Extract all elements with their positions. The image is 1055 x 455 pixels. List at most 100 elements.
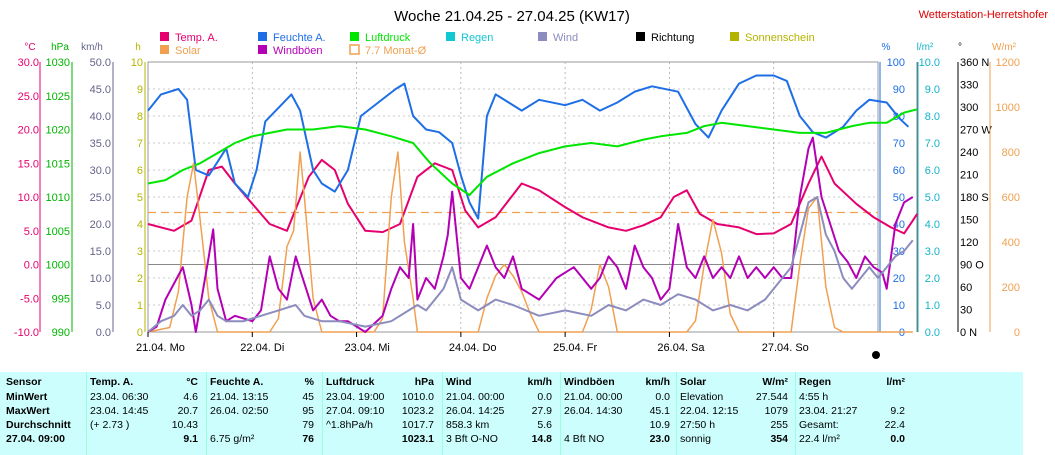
axis-ticks: 30.025.020.015.010.05.00.0-5.0-10.010301…	[14, 57, 1020, 339]
unit-label-dir: °	[958, 42, 962, 53]
legend-swatch	[350, 32, 359, 41]
tick-label-sun: 8	[137, 111, 143, 123]
tick-label-solar: 0	[1014, 327, 1020, 339]
tick-label-wind: 30.0	[90, 165, 111, 177]
tick-label-hum: 20	[893, 273, 905, 285]
tick-label-temp: 25.0	[18, 91, 39, 103]
table-cell-value: 9.1	[183, 433, 198, 445]
tick-label-dir: 270 W	[960, 125, 992, 137]
tick-label-solar: 800	[1002, 147, 1020, 159]
x-label: 21.04. Mo	[136, 342, 185, 354]
legend: Temp. A. Feuchte A. Luftdruck Regen Wind Rich…	[160, 32, 815, 57]
legend-swatch	[160, 45, 169, 54]
table-column-separator	[442, 372, 443, 455]
table-cell-value: 79	[302, 419, 314, 431]
table-header: Temp. A.	[90, 376, 134, 388]
tick-label-temp: -5.0	[20, 293, 39, 305]
table-cell-value: 5.6	[537, 419, 552, 431]
tick-label-temp: 30.0	[18, 57, 39, 69]
table-cell-label: 3 Bft O-NO	[446, 433, 498, 445]
table-cell-label: Elevation	[680, 391, 724, 403]
table-cell-value: 0.0	[890, 433, 905, 445]
tick-label-sun: 0	[137, 327, 143, 339]
tick-label-sun: 3	[137, 246, 143, 258]
tick-label-hum: 70	[893, 138, 905, 150]
table-unit: °C	[186, 376, 198, 388]
x-axis-labels: 21.04. Mo 22.04. Di 23.04. Mi 24.04. Do 25.0…	[136, 332, 880, 359]
tick-label-wind: 10.0	[90, 273, 111, 285]
table-unit: l/m²	[886, 376, 905, 388]
legend-label: Regen	[461, 32, 493, 44]
table-cell-value: 1023.1	[401, 433, 434, 445]
tick-label-wind: 25.0	[90, 192, 111, 204]
tick-label-sun: 7	[137, 138, 143, 150]
tick-label-press: 1000	[46, 260, 70, 272]
tick-label-dir: 90 O	[960, 260, 984, 272]
tick-label-rain: 0.0	[925, 327, 940, 339]
table-cell-value: 0.0	[655, 391, 670, 403]
table-cell-value: 27.9	[531, 405, 552, 417]
table-cell-label: 858.3 km	[446, 419, 490, 431]
tick-label-press: 995	[52, 293, 70, 305]
x-label: 23.04. Mi	[345, 342, 390, 354]
table-header: Solar	[680, 376, 707, 388]
table-cell-label: 21.04. 00:00	[564, 391, 623, 403]
x-label: 27.04. So	[762, 342, 809, 354]
table-cell-value: 23.0	[649, 433, 670, 445]
table-header: Sensor	[6, 376, 42, 388]
tick-label-dir: 0 N	[960, 327, 977, 339]
tick-label-hum: 100	[887, 57, 905, 69]
table-cell-value: 1010.0	[401, 391, 434, 403]
table-cell-label: sonnig	[680, 433, 711, 445]
tick-label-rain: 10.0	[919, 57, 940, 69]
chart-title: Woche 21.04.25 - 27.04.25 (KW17)	[394, 8, 630, 25]
tick-label-dir: 210	[960, 170, 978, 182]
table-column-separator	[676, 372, 677, 455]
tick-label-sun: 9	[137, 84, 143, 96]
unit-label-press: hPa	[51, 42, 69, 53]
tick-label-solar: 1200	[996, 57, 1020, 69]
tick-label-wind: 15.0	[90, 246, 111, 258]
table-cell-value: 27.544	[755, 391, 788, 403]
tick-label-dir: 150	[960, 215, 978, 227]
table-row-label: MaxWert	[6, 405, 50, 417]
tick-label-press: 1025	[46, 91, 70, 103]
tick-label-dir: 120	[960, 237, 978, 249]
table-cell-value: 45	[302, 391, 314, 403]
tick-label-press: 1015	[46, 158, 70, 170]
legend-swatch	[446, 32, 455, 41]
legend-swatch	[258, 32, 267, 41]
tick-label-temp: 20.0	[18, 125, 39, 137]
tick-label-sun: 5	[137, 192, 143, 204]
tick-label-rain: 7.0	[925, 138, 940, 150]
table-cell-label: 27:50 h	[680, 419, 716, 431]
table-column-separator	[795, 372, 796, 455]
series-temp-a-	[147, 155, 918, 236]
table-header: Wind	[446, 376, 472, 388]
tick-label-wind: 50.0	[90, 57, 111, 69]
series-solar	[147, 151, 913, 333]
tick-label-solar: 1000	[996, 102, 1020, 114]
series-layer	[147, 74, 918, 333]
table-cell-value: 76	[302, 433, 314, 445]
tick-label-wind: 40.0	[90, 111, 111, 123]
table-header: Windböen	[564, 376, 615, 388]
series-wind	[147, 196, 914, 333]
table-cell-label: 26.04. 14:25	[446, 405, 505, 417]
tick-label-press: 1030	[46, 57, 70, 69]
unit-label-sun: h	[135, 42, 141, 53]
table-cell-value: 1023.2	[401, 405, 434, 417]
legend-label: Windböen	[273, 45, 323, 57]
legend-label: Feuchte A.	[273, 32, 326, 44]
unit-label-wind: km/h	[81, 42, 103, 53]
table-cell-label: 21.04. 13:15	[210, 391, 269, 403]
table-cell-label: (+ 2.73 )	[90, 419, 130, 431]
end-marker	[872, 351, 880, 359]
table-cell-label: 22.4 l/m²	[799, 433, 840, 445]
unit-label-hum: %	[882, 42, 891, 53]
table-cell-label: 26.04. 14:30	[564, 405, 623, 417]
table-cell-value: 14.8	[531, 433, 552, 445]
table-cell-value: 20.7	[177, 405, 198, 417]
legend-label: Solar	[175, 45, 201, 57]
table-cell-label: 4 Bft NO	[564, 433, 605, 445]
